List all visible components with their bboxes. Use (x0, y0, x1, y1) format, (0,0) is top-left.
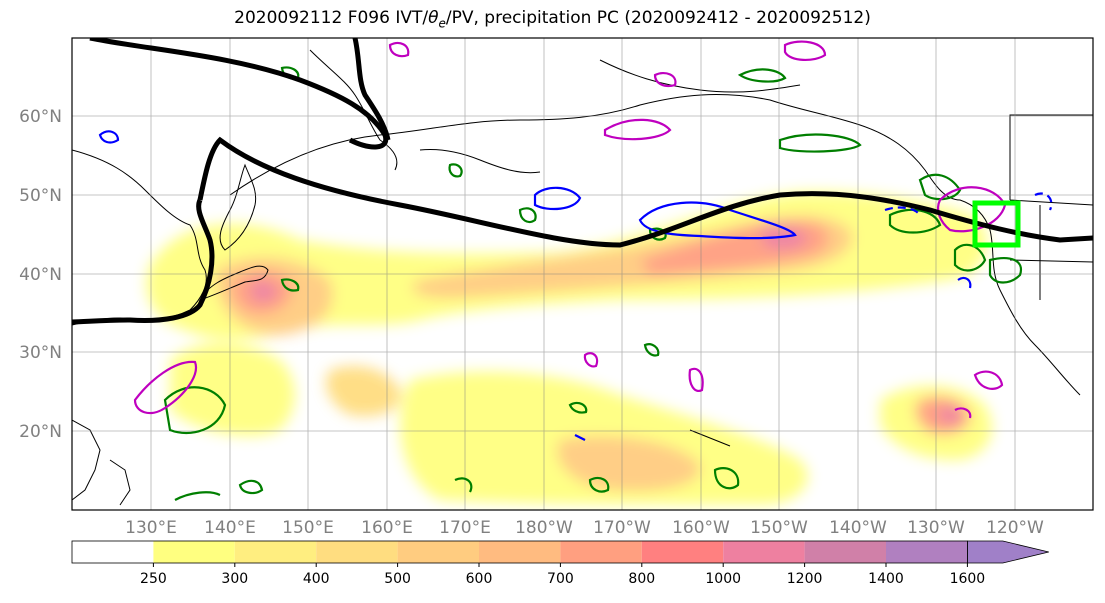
colorbar-segment (153, 541, 235, 563)
colorbar-tick-label: 1400 (868, 571, 904, 587)
colorbar-segment (479, 541, 561, 563)
figure-title: 2020092112 F096 IVT/θe/PV, precipitation… (234, 8, 871, 31)
colorbar-segment (234, 541, 317, 563)
lat-label: 40°N (19, 265, 62, 285)
colorbar-tick-label: 700 (547, 571, 574, 587)
colorbar-tick-label: 500 (384, 571, 411, 587)
colorbar-tick-label: 1600 (950, 571, 986, 587)
colorbar-segment (72, 541, 154, 563)
colorbar-tick-label: 1000 (705, 571, 741, 587)
colorbar-tick-label: 300 (221, 571, 248, 587)
lat-label: 50°N (19, 186, 62, 206)
colorbar-segment (316, 541, 398, 563)
map-frame (71, 37, 1094, 511)
lon-label: 130°W (907, 518, 965, 538)
colorbar-tick-label: 250 (140, 571, 167, 587)
colorbar-segment (397, 541, 479, 563)
lat-label: 60°N (19, 107, 62, 127)
lon-label: 180°W (515, 518, 573, 538)
theta-e-negative-contours (98, 130, 1053, 441)
colorbar-segment (886, 541, 968, 563)
colorbar-tick-label: 400 (303, 571, 330, 587)
graticule (72, 38, 1093, 510)
lon-label: 150°E (282, 518, 334, 538)
colorbar-segment (641, 541, 724, 563)
ivt-field (146, 191, 992, 505)
lon-label: 170°W (593, 518, 651, 538)
precip-pc-contours (133, 40, 1007, 419)
lon-label: 160°E (361, 518, 413, 538)
colorbar-tick-label: 600 (466, 571, 493, 587)
colorbar-segment (723, 541, 805, 563)
colorbar-tick-label: 1200 (787, 571, 823, 587)
lon-label: 120°W (986, 518, 1044, 538)
colorbar-tick-label: 800 (628, 571, 655, 587)
lon-label: 170°E (439, 518, 491, 538)
lat-labels: 60°N 50°N 40°N 30°N 20°N (19, 107, 62, 442)
anomaly-contours (72, 38, 1093, 501)
colorbar-segment (560, 541, 642, 563)
lon-labels: 130°E 140°E 150°E 160°E 170°E 180°W 170°… (125, 518, 1044, 538)
lat-label: 30°N (19, 343, 62, 363)
lon-label: 150°W (750, 518, 808, 538)
pv-contours (72, 38, 1093, 325)
lon-label: 140°E (204, 518, 256, 538)
lon-label: 130°E (125, 518, 177, 538)
colorbar: 250 300 400 500 600 700 800 1000 1200 1400 1600 (71, 540, 1049, 587)
target-region-box (972, 200, 1021, 248)
colorbar-extend-arrow (967, 540, 1049, 564)
colorbar-frame (71, 540, 968, 564)
lon-label: 140°W (829, 518, 887, 538)
colorbar-segment (804, 541, 886, 563)
lat-label: 20°N (19, 422, 62, 442)
lon-label: 160°W (672, 518, 730, 538)
